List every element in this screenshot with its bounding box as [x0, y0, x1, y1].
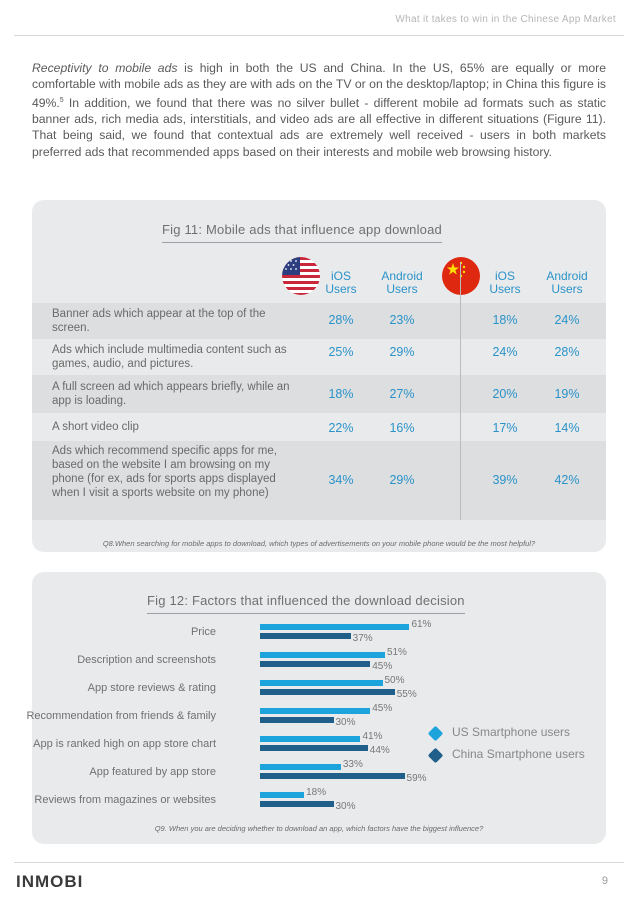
- cell-value: 25%: [328, 345, 354, 359]
- country-separator: [460, 262, 461, 520]
- cell-value: 23%: [389, 313, 415, 327]
- running-header: What it takes to win in the Chinese App …: [395, 14, 616, 25]
- cell-value: 39%: [492, 473, 518, 487]
- row-label: Ads which include multimedia content suc…: [52, 344, 287, 370]
- inmobi-logo: INMOBI: [16, 872, 84, 891]
- table-row: A short video clip 22% 16% 17% 14%: [32, 413, 606, 441]
- footer-divider: [14, 862, 624, 863]
- category-label: App store reviews & rating: [87, 682, 216, 694]
- cell-value: 42%: [554, 473, 580, 487]
- legend-china-icon: [427, 747, 444, 764]
- col-us-android-l2: Users: [386, 282, 418, 296]
- fig11-title: Fig 11: Mobile ads that influence app do…: [162, 222, 442, 243]
- data-label-china: 45%: [372, 661, 393, 672]
- footnote-ref: 5: [59, 96, 64, 104]
- fig12-panel: Fig 12: Factors that influenced the down…: [26, 572, 606, 844]
- cell-value: 34%: [328, 473, 354, 487]
- table-row: Banner ads which appear at the top of th…: [32, 303, 606, 339]
- cell-value: 29%: [389, 345, 415, 359]
- data-label-us: 41%: [362, 731, 383, 742]
- category-label: Recommendation from friends & family: [26, 710, 216, 722]
- intro-paragraph: Receptivity to mobile ads is high in bot…: [32, 60, 606, 160]
- cell-value: 19%: [554, 387, 580, 401]
- header-divider: [14, 35, 624, 36]
- bar-us: [260, 764, 341, 770]
- data-label-china: 30%: [335, 717, 356, 728]
- col-cn-ios: iOS Users: [475, 270, 535, 296]
- cell-value: 29%: [389, 473, 415, 487]
- category-label: App featured by app store: [89, 766, 216, 778]
- table-row: Ads which include multimedia content suc…: [32, 339, 606, 375]
- col-us-ios: iOS Users: [311, 270, 371, 296]
- intro-lead: Receptivity to mobile ads: [32, 61, 178, 75]
- col-cn-android-l1: Android: [546, 269, 588, 283]
- bar-china: [260, 773, 405, 779]
- legend-china: China Smartphone users: [452, 747, 585, 761]
- legend-us-icon: [427, 725, 444, 742]
- bar-us: [260, 652, 385, 658]
- bar-us: [260, 624, 410, 630]
- data-label-us: 50%: [384, 675, 405, 686]
- bar-us: [260, 680, 383, 686]
- col-us-android: Android Users: [372, 270, 432, 296]
- page-number: 9: [601, 875, 608, 887]
- data-label-china: 37%: [352, 633, 373, 644]
- data-label-us: 61%: [411, 619, 432, 630]
- cell-value: 20%: [492, 387, 518, 401]
- cell-value: 22%: [328, 421, 354, 435]
- row-label: A full screen ad which appears briefly, …: [52, 381, 290, 407]
- cell-value: 24%: [492, 345, 518, 359]
- data-label-us: 33%: [342, 759, 363, 770]
- col-us-ios-l1: iOS: [330, 269, 351, 283]
- col-cn-ios-l1: iOS: [494, 269, 515, 283]
- cell-value: 14%: [554, 421, 580, 435]
- fig11-question: Q8.When searching for mobile apps to dow…: [102, 539, 536, 548]
- cell-value: 18%: [492, 313, 518, 327]
- bar-china: [260, 689, 395, 695]
- data-label-china: 59%: [406, 773, 427, 784]
- cell-value: 28%: [554, 345, 580, 359]
- data-label-us: 45%: [372, 703, 393, 714]
- table-row: A full screen ad which appears briefly, …: [32, 375, 606, 413]
- cell-value: 17%: [492, 421, 518, 435]
- china-flag-icon: [442, 257, 480, 295]
- col-cn-android-l2: Users: [551, 282, 583, 296]
- bar-china: [260, 717, 334, 723]
- data-label-china: 44%: [369, 745, 390, 756]
- cell-value: 27%: [389, 387, 415, 401]
- data-label-us: 18%: [306, 787, 327, 798]
- bar-us: [260, 792, 305, 798]
- data-label-us: 51%: [386, 647, 407, 658]
- row-label: A short video clip: [52, 421, 139, 433]
- bar-china: [260, 745, 368, 751]
- col-us-ios-l2: Users: [325, 282, 357, 296]
- data-label-china: 55%: [396, 689, 417, 700]
- row-label: Ads which recommend specific apps for me…: [52, 445, 277, 499]
- bar-china: [260, 633, 351, 639]
- legend-us: US Smartphone users: [452, 725, 571, 739]
- col-cn-android: Android Users: [537, 270, 597, 296]
- col-cn-ios-l2: Users: [489, 282, 521, 296]
- table-row: Ads which recommend specific apps for me…: [32, 441, 606, 520]
- col-us-android-l1: Android: [381, 269, 423, 283]
- cell-value: 18%: [328, 387, 354, 401]
- fig12-question: Q9. When you are deciding whether to dow…: [154, 824, 484, 833]
- fig11-panel: Fig 11: Mobile ads that influence app do…: [32, 200, 606, 552]
- category-label: Reviews from magazines or websites: [34, 794, 216, 806]
- bar-us: [260, 736, 361, 742]
- category-label: Description and screenshots: [77, 654, 216, 666]
- data-label-china: 30%: [335, 801, 356, 812]
- category-label: App is ranked high on app store chart: [33, 738, 216, 750]
- category-label: Price: [190, 626, 216, 638]
- cell-value: 16%: [389, 421, 415, 435]
- bar-china: [260, 661, 371, 667]
- row-label: Banner ads which appear at the top of th…: [52, 308, 266, 334]
- cell-value: 28%: [328, 313, 354, 327]
- bar-china: [260, 801, 334, 807]
- intro-text-2: In addition, we found that there was no …: [32, 95, 606, 159]
- intro-text: is high in both the US and China. In the…: [32, 61, 606, 110]
- bar-us: [260, 708, 371, 714]
- cell-value: 24%: [554, 313, 580, 327]
- fig12-title: Fig 12: Factors that influenced the down…: [147, 593, 465, 614]
